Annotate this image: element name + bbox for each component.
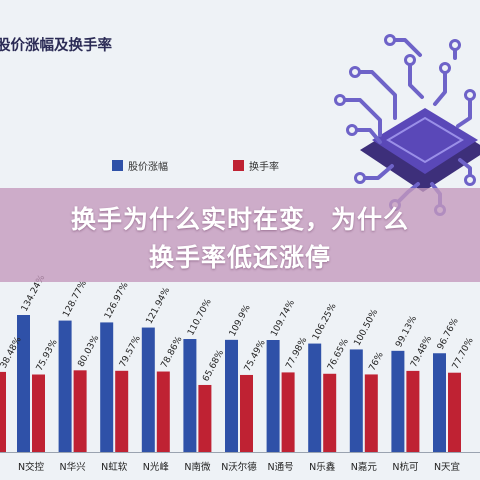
bar-price-change — [225, 339, 238, 452]
data-label-price-change: 121.94% — [145, 286, 173, 326]
circuit-node — [404, 54, 416, 66]
legend-swatch — [233, 160, 244, 171]
data-label-price-change: 109.9% — [228, 303, 253, 338]
data-label-turnover: 76.65% — [326, 337, 351, 372]
data-label-price-change: 96.76% — [436, 316, 461, 351]
circuit-node — [384, 34, 396, 46]
data-label-price-change: 106.25% — [311, 302, 339, 342]
data-label-price-change: 126.97% — [103, 280, 131, 320]
bar-price-change — [183, 339, 197, 452]
x-tick-label: N南微 — [184, 461, 211, 473]
data-label-turnover: 76% — [368, 350, 386, 373]
circuit-trace — [408, 58, 424, 99]
data-label-turnover: 79.48% — [409, 334, 434, 369]
x-tick-label: N天宜 — [434, 461, 460, 473]
bar-price-change — [349, 349, 363, 452]
circuit-node — [349, 66, 361, 78]
bar-turnover — [406, 370, 420, 452]
circuit-node — [346, 124, 358, 136]
circuit-trace — [353, 70, 397, 120]
bar-turnover — [281, 372, 295, 452]
bar-price-change — [391, 350, 405, 452]
bar-turnover — [156, 371, 170, 452]
bar-turnover — [73, 370, 87, 452]
bar-turnover-partial — [0, 371, 6, 452]
legend-swatch — [112, 160, 123, 171]
banner-headline-line-1: 换手为什么实时在变，为什么 — [70, 205, 409, 234]
bar-series-group: 134.24%75.93%128.77%80.03%126.97%79.57%1… — [0, 273, 476, 452]
bar-price-change — [433, 353, 446, 452]
bar-price-change — [58, 320, 72, 452]
circuit-trace — [338, 98, 382, 137]
data-label-turnover: 75.93% — [35, 338, 60, 373]
legend-label: 股价涨幅 — [128, 160, 168, 173]
x-tick-label: N华兴 — [60, 461, 86, 473]
x-tick-label: N交控 — [18, 461, 45, 473]
bar-turnover — [198, 384, 212, 452]
bar-turnover — [240, 374, 253, 452]
data-label-price-change: 109.74% — [269, 298, 297, 338]
chart-legend: 股价涨幅 换手率 — [112, 160, 279, 173]
banner-headline-line-2: 换手率低还涨停 — [148, 243, 331, 272]
chip-top — [372, 108, 478, 174]
title-banner — [0, 188, 480, 282]
chip-inner-ring — [386, 116, 464, 164]
x-tick-label: N通号 — [268, 462, 294, 473]
x-tick-label: N嘉元 — [351, 461, 378, 473]
legend-label: 换手率 — [249, 160, 279, 173]
data-label-price-change: 99.13% — [394, 314, 419, 349]
x-tick-label: N虹软 — [101, 461, 128, 473]
bar-price-change — [308, 343, 322, 452]
circuit-node — [464, 89, 476, 101]
data-label-turnover: 77.98% — [284, 335, 309, 370]
data-label-turnover: 80.03% — [76, 333, 101, 368]
data-label-turnover: 79.57% — [118, 334, 143, 369]
data-label-turnover: 77.70% — [451, 336, 476, 371]
circuit-trace — [456, 93, 472, 128]
bar-turnover — [364, 374, 378, 452]
bar-price-change — [100, 322, 114, 452]
bar-turnover — [448, 372, 461, 452]
x-tick-label: N光峰 — [143, 461, 170, 473]
bar-turnover — [32, 374, 45, 452]
data-label-turnover: 65.68% — [201, 348, 226, 383]
x-tick-label: N杭可 — [392, 461, 418, 473]
circuit-trace — [433, 66, 447, 106]
circuit-node — [449, 39, 461, 51]
x-tick-label: N乐鑫 — [309, 461, 336, 473]
data-label-turnover: 75.49% — [243, 338, 268, 373]
chart-title: 股价涨幅及换手率 — [0, 36, 112, 54]
bar-price-change — [141, 327, 155, 452]
circuit-node — [464, 174, 476, 186]
circuit-node — [439, 62, 451, 74]
data-label-price-change: 128.77% — [61, 279, 89, 319]
data-label-turnover: 78.86% — [160, 335, 185, 370]
bar-turnover — [115, 370, 129, 452]
circuit-node — [354, 172, 366, 184]
bar-price-change — [266, 340, 280, 452]
bar-price-change — [17, 315, 30, 452]
x-tick-label: N沃尔德 — [221, 461, 257, 473]
data-label-price-change: 110.70% — [186, 297, 214, 337]
x-axis: N交控 N华兴 N虹软 N光峰 N南微 N沃尔德 N通号 N乐鑫 N嘉元 N杭可 N天宜 — [0, 452, 480, 473]
circuit-node — [334, 94, 346, 106]
bar-turnover — [323, 373, 337, 452]
data-label-price-change: 100.50% — [353, 307, 381, 347]
